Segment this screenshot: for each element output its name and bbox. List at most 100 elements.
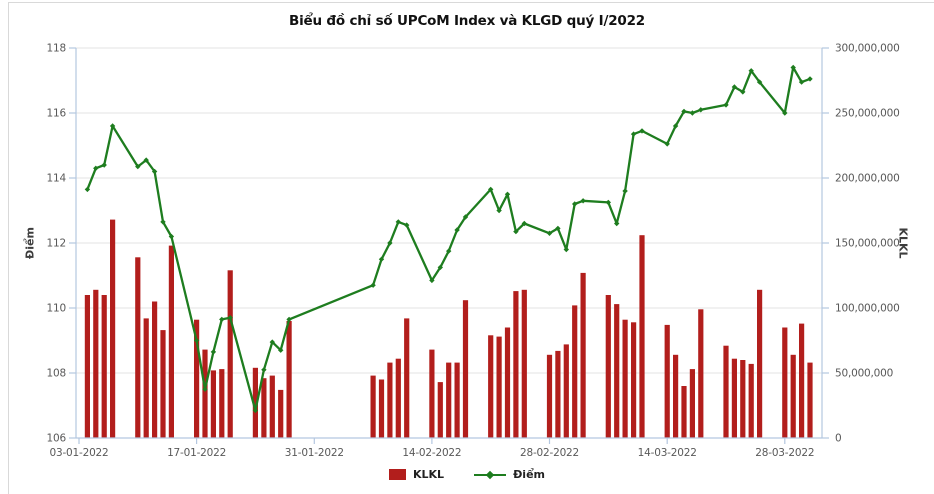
index-marker (622, 188, 628, 194)
volume-bar (673, 354, 679, 438)
left-axis-tick-label: 112 (47, 238, 66, 250)
right-axis-tick-label: 0 (835, 433, 841, 445)
volume-bar (168, 245, 174, 438)
volume-bar (370, 375, 376, 438)
volume-bar (580, 272, 586, 438)
index-marker (672, 123, 679, 129)
index-marker (378, 256, 385, 262)
volume-bar (572, 305, 578, 438)
volume-bar (782, 327, 788, 438)
index-marker (807, 76, 813, 82)
volume-bar (681, 386, 687, 438)
volume-bar (269, 375, 275, 438)
index-marker (84, 186, 91, 193)
volume-bar (689, 369, 695, 438)
chart-legend: KLKL Điểm (0, 468, 934, 481)
volume-bar (135, 257, 141, 438)
right-axis-tick-label: 250,000,000 (835, 108, 900, 120)
volume-legend-label: KLKL (413, 468, 445, 481)
index-marker (404, 222, 410, 228)
right-axis-tick-label: 100,000,000 (835, 303, 900, 315)
index-marker (513, 228, 519, 235)
index-marker (143, 157, 149, 163)
right-axis-tick-label: 300,000,000 (835, 43, 900, 55)
index-marker (555, 225, 561, 232)
volume-bar (622, 319, 628, 438)
volume-bar (521, 289, 527, 438)
index-marker (488, 186, 494, 193)
x-axis-tick-label: 17-01-2022 (167, 447, 226, 459)
index-marker (135, 163, 141, 170)
index-legend-swatch (474, 469, 507, 481)
volume-bar (605, 295, 611, 438)
index-marker (151, 168, 158, 175)
legend-item-volume: KLKL (389, 468, 444, 481)
index-marker (437, 264, 443, 271)
index-marker (504, 191, 511, 197)
volume-legend-swatch (389, 469, 406, 480)
index-marker (101, 162, 107, 168)
volume-bar (614, 304, 620, 438)
legend-item-index: Điểm (474, 468, 545, 481)
volume-bar (698, 309, 704, 438)
index-marker (698, 107, 704, 113)
index-marker (278, 347, 284, 353)
x-axis-tick-label: 14-02-2022 (402, 447, 461, 459)
index-marker (723, 102, 729, 108)
index-marker (387, 240, 393, 246)
index-marker (202, 386, 208, 392)
volume-bar (454, 362, 460, 438)
index-marker (454, 227, 460, 233)
volume-bar (84, 295, 90, 438)
volume-bar (160, 330, 166, 438)
index-marker (614, 220, 620, 227)
index-marker (210, 349, 217, 355)
left-axis-tick-label: 118 (47, 43, 66, 55)
volume-bar (504, 327, 511, 438)
index-marker (782, 110, 788, 116)
index-marker (798, 79, 805, 85)
left-axis-tick-label: 106 (47, 433, 67, 445)
index-marker (193, 337, 200, 344)
page-border-left (8, 2, 9, 494)
left-axis-tick-label: 108 (47, 368, 66, 380)
x-axis-tick-label: 31-01-2022 (285, 447, 344, 459)
right-axis-tick-label: 150,000,000 (835, 238, 900, 250)
volume-bar (555, 350, 561, 438)
index-marker (740, 89, 746, 95)
volume-bar (395, 358, 401, 438)
volume-bar (437, 382, 443, 438)
right-axis-tick-label: 200,000,000 (835, 173, 900, 185)
x-axis-tick-label: 28-02-2022 (520, 447, 579, 459)
index-marker (93, 165, 99, 171)
index-marker (572, 201, 578, 207)
volume-bar (387, 362, 393, 438)
volume-bar (429, 349, 435, 438)
volume-bar (496, 336, 502, 438)
volume-bar (101, 295, 107, 438)
index-marker (446, 248, 452, 254)
volume-bar (546, 354, 553, 438)
index-marker (168, 233, 175, 240)
volume-bar (723, 345, 729, 438)
volume-bar (740, 360, 746, 438)
volume-bar (631, 322, 637, 438)
volume-bar (227, 270, 233, 438)
volume-bar (748, 363, 754, 438)
index-marker (370, 282, 376, 288)
index-legend-marker-icon (485, 470, 495, 479)
index-marker (521, 220, 527, 227)
index-marker (756, 79, 763, 85)
index-marker (462, 214, 469, 220)
index-marker (546, 230, 553, 236)
volume-bar (446, 362, 452, 438)
volume-bar (731, 358, 737, 438)
index-marker (580, 198, 586, 204)
index-marker (252, 407, 259, 414)
index-marker (160, 219, 166, 225)
volume-bar (194, 319, 200, 438)
chart-title: Biểu đồ chỉ số UPCoM Index và KLGD quý I… (289, 13, 645, 29)
index-marker (689, 110, 696, 116)
volume-bar (807, 362, 813, 438)
